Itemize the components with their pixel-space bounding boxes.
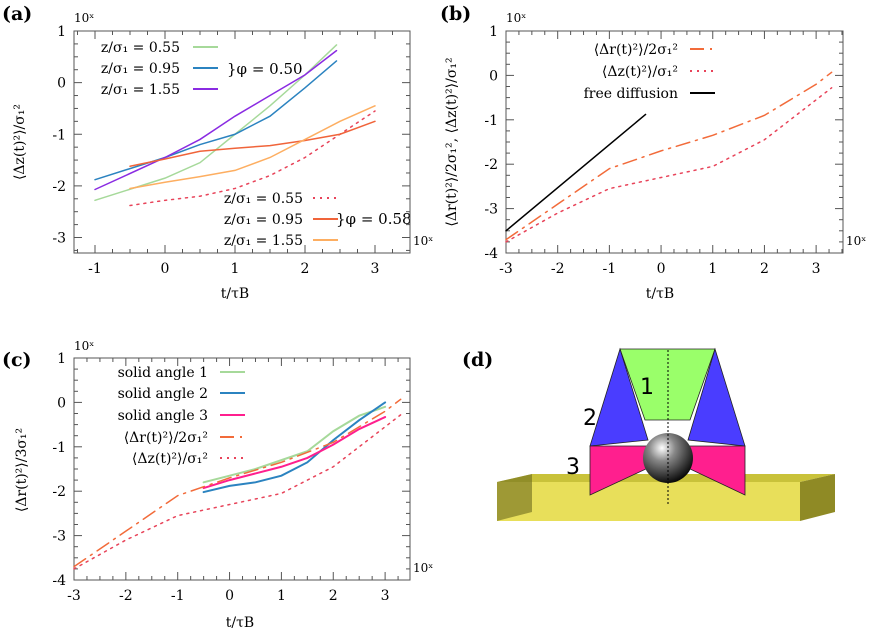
a-series-line-2 bbox=[94, 49, 338, 191]
b-x-tick-label: 0 bbox=[657, 261, 666, 277]
c-legend-label: ⟨Δz(t)²⟩/σ₁² bbox=[132, 451, 208, 467]
c-exp-right: 10ˣ bbox=[413, 561, 433, 575]
a-legend-label: z/σ₁ = 1.55 bbox=[101, 82, 180, 98]
c-x-tick-label: -3 bbox=[67, 588, 81, 604]
panel-label-b: (b) bbox=[440, 3, 471, 25]
a-series-line-3 bbox=[129, 110, 376, 207]
a-x-tick-label: 0 bbox=[161, 261, 170, 277]
c-x-tick-label: 2 bbox=[329, 588, 338, 604]
c-series-line-1 bbox=[202, 401, 387, 494]
a-legend-label: z/σ₁ = 0.95 bbox=[224, 212, 303, 228]
c-y-tick-label: -1 bbox=[52, 440, 66, 456]
b-legend-label: ⟨Δz(t)²⟩/σ₁² bbox=[602, 64, 678, 80]
c-y-tick-label: 0 bbox=[57, 395, 66, 411]
c-y-tick-label: -2 bbox=[52, 484, 66, 500]
panel-label-c: (c) bbox=[2, 349, 32, 371]
panel-label-a: (a) bbox=[2, 3, 32, 25]
a-legend-label: z/σ₁ = 0.55 bbox=[224, 191, 303, 207]
b-x-tick-label: 2 bbox=[760, 261, 769, 277]
b-x-tick-label: 3 bbox=[812, 261, 821, 277]
b-y-tick-label: -1 bbox=[484, 113, 498, 129]
b-exp-top: 10ˣ bbox=[506, 11, 526, 25]
c-series-line-3 bbox=[73, 398, 402, 568]
b-series-line-2 bbox=[505, 113, 647, 232]
b-xlabel: t/τB bbox=[646, 286, 674, 302]
a-y-tick-label: 1 bbox=[57, 24, 66, 40]
cone-1 bbox=[619, 348, 716, 421]
c-series-line-2 bbox=[202, 416, 387, 490]
cone-2-left bbox=[589, 347, 649, 447]
cone-label-2: 2 bbox=[583, 406, 597, 431]
c-y-tick-label: 1 bbox=[57, 351, 66, 367]
b-y-tick-label: 1 bbox=[489, 24, 498, 40]
cone-2-right bbox=[687, 347, 746, 447]
a-series-line-4 bbox=[129, 120, 376, 168]
slab-front bbox=[497, 482, 800, 521]
a-y-tick-label: 0 bbox=[57, 76, 66, 92]
a-legend-label: z/σ₁ = 0.95 bbox=[101, 61, 180, 77]
b-x-tick-label: -3 bbox=[499, 261, 513, 277]
c-exp-top: 10ˣ bbox=[74, 339, 94, 353]
a-legend-label: z/σ₁ = 0.55 bbox=[101, 40, 180, 56]
c-legend-label: solid angle 2 bbox=[118, 386, 208, 402]
c-series-line-4 bbox=[73, 414, 402, 570]
a-x-tick-label: -1 bbox=[88, 261, 102, 277]
c-xlabel: t/τB bbox=[226, 615, 254, 631]
a-plot-frame bbox=[73, 30, 411, 254]
slab-left bbox=[497, 474, 532, 521]
b-x-tick-label: 1 bbox=[708, 261, 717, 277]
c-y-tick-label: -3 bbox=[52, 529, 66, 545]
a-group-label-058: }φ = 0.58 bbox=[336, 210, 412, 228]
a-x-tick-label: 3 bbox=[371, 261, 380, 277]
b-x-tick-label: -1 bbox=[603, 261, 617, 277]
b-series-line-0 bbox=[505, 71, 833, 241]
a-y-tick-label: -2 bbox=[52, 179, 66, 195]
c-legend-label: solid angle 1 bbox=[118, 365, 208, 381]
panel-label-d: (d) bbox=[462, 349, 493, 371]
b-series-line-1 bbox=[505, 87, 833, 243]
c-y-tick-label: -4 bbox=[52, 573, 66, 589]
b-y-tick-label: -4 bbox=[484, 246, 498, 262]
c-legend-label: solid angle 3 bbox=[118, 408, 208, 424]
cone-label-3: 3 bbox=[566, 455, 580, 480]
b-legend-label: ⟨Δr(t)²⟩/2σ₁² bbox=[594, 42, 678, 58]
c-x-tick-label: 1 bbox=[277, 588, 286, 604]
b-y-tick-label: -2 bbox=[484, 157, 498, 173]
b-x-tick-label: -2 bbox=[551, 261, 565, 277]
cone-label-1: 1 bbox=[640, 375, 654, 400]
c-x-tick-label: -1 bbox=[171, 588, 185, 604]
a-y-tick-label: -1 bbox=[52, 127, 66, 143]
c-x-tick-label: 3 bbox=[381, 588, 390, 604]
a-group-label-050: }φ = 0.50 bbox=[227, 60, 303, 78]
a-legend-label: z/σ₁ = 1.55 bbox=[224, 233, 303, 249]
a-x-tick-label: 2 bbox=[301, 261, 310, 277]
c-series-line-0 bbox=[202, 405, 387, 484]
b-ylabel: ⟨Δr(t)²⟩/2σ₁², ⟨Δz(t)²⟩/σ₁² bbox=[444, 57, 460, 226]
illustration-d: 1 2 3 bbox=[497, 347, 835, 521]
c-legend-label: ⟨Δr(t)²⟩/2σ₁² bbox=[124, 430, 208, 446]
b-y-tick-label: 0 bbox=[489, 68, 498, 84]
a-exp-top: 10ˣ bbox=[74, 11, 94, 25]
b-exp-right: 10ˣ bbox=[846, 234, 866, 248]
a-series-line-5 bbox=[129, 105, 376, 190]
b-y-tick-label: -3 bbox=[484, 202, 498, 218]
a-exp-right: 10ˣ bbox=[413, 234, 433, 248]
c-x-tick-label: 0 bbox=[225, 588, 234, 604]
a-x-tick-label: 1 bbox=[231, 261, 240, 277]
slab-side bbox=[800, 474, 835, 521]
a-y-tick-label: -3 bbox=[52, 231, 66, 247]
c-x-tick-label: -2 bbox=[119, 588, 133, 604]
c-ylabel: ⟨Δr(t)²⟩/3σ₁² bbox=[14, 428, 30, 512]
b-legend-label: free diffusion bbox=[584, 86, 678, 102]
a-ylabel: ⟨Δz(t)²⟩/σ₁² bbox=[12, 104, 28, 180]
a-xlabel: t/τB bbox=[221, 286, 249, 302]
